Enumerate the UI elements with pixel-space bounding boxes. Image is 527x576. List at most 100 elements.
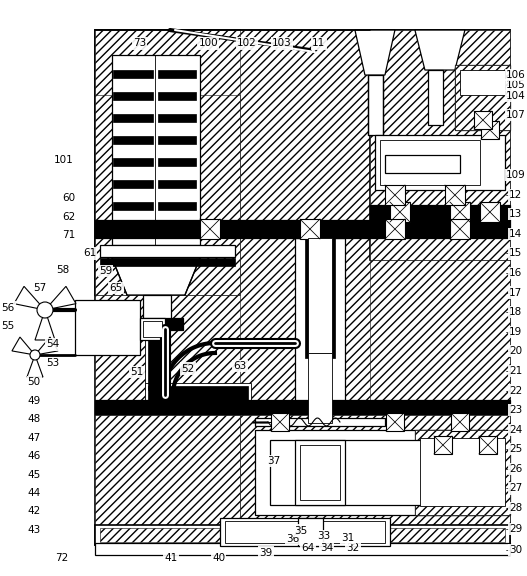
Bar xyxy=(455,65,510,130)
Bar xyxy=(95,30,510,545)
Text: 53: 53 xyxy=(46,358,60,368)
Text: 28: 28 xyxy=(509,503,523,513)
Text: 35: 35 xyxy=(294,526,307,536)
Bar xyxy=(113,224,153,232)
Bar xyxy=(148,386,248,404)
Bar xyxy=(140,318,165,340)
Bar xyxy=(128,318,183,330)
Bar xyxy=(95,220,510,238)
Text: 55: 55 xyxy=(1,321,15,331)
Bar xyxy=(100,258,235,266)
Text: 58: 58 xyxy=(56,264,70,275)
Polygon shape xyxy=(112,258,200,295)
Text: 17: 17 xyxy=(509,287,523,298)
Bar xyxy=(95,415,240,525)
Bar xyxy=(415,430,510,515)
Text: 21: 21 xyxy=(509,366,523,376)
Bar xyxy=(158,180,196,188)
Bar xyxy=(428,70,443,125)
Text: 44: 44 xyxy=(27,488,41,498)
Text: 34: 34 xyxy=(320,543,333,553)
Bar xyxy=(385,155,460,173)
Bar xyxy=(95,30,240,295)
Text: 39: 39 xyxy=(259,548,272,558)
Bar xyxy=(240,415,510,525)
Text: 18: 18 xyxy=(509,307,523,317)
Bar xyxy=(451,413,469,431)
Bar xyxy=(158,136,196,144)
Bar xyxy=(300,445,340,500)
Text: 46: 46 xyxy=(27,451,41,461)
Text: 61: 61 xyxy=(83,248,96,259)
Text: 13: 13 xyxy=(509,209,523,219)
Bar xyxy=(113,158,153,166)
Text: 29: 29 xyxy=(509,524,523,534)
Text: 19: 19 xyxy=(509,327,523,337)
Text: 52: 52 xyxy=(181,363,195,374)
Bar xyxy=(220,518,390,546)
Bar xyxy=(445,185,465,205)
Text: 56: 56 xyxy=(1,302,15,313)
Bar xyxy=(113,180,153,188)
Circle shape xyxy=(30,350,40,360)
Bar xyxy=(200,219,220,239)
Bar xyxy=(298,518,323,546)
Bar xyxy=(455,65,510,130)
Text: 100: 100 xyxy=(198,39,218,48)
Text: 101: 101 xyxy=(53,155,73,165)
Bar xyxy=(95,30,510,545)
Text: 51: 51 xyxy=(130,367,144,377)
Text: 73: 73 xyxy=(133,39,147,48)
Bar xyxy=(385,185,405,205)
Bar xyxy=(370,205,510,220)
Bar xyxy=(481,121,499,139)
Polygon shape xyxy=(35,337,58,355)
Bar xyxy=(420,438,505,506)
Bar xyxy=(380,140,480,185)
Bar xyxy=(158,202,196,210)
Bar xyxy=(240,30,370,425)
Text: 40: 40 xyxy=(212,554,225,563)
Bar xyxy=(100,528,505,542)
Bar xyxy=(95,220,510,238)
Polygon shape xyxy=(355,30,395,75)
Bar xyxy=(113,136,153,144)
Text: 42: 42 xyxy=(27,506,41,517)
Bar xyxy=(113,92,153,100)
Text: 57: 57 xyxy=(33,283,46,293)
Bar xyxy=(308,238,332,353)
Bar xyxy=(113,70,153,78)
Text: 15: 15 xyxy=(509,248,523,259)
Text: 11: 11 xyxy=(312,39,325,48)
Bar xyxy=(255,430,485,515)
Bar xyxy=(460,70,505,95)
Bar xyxy=(474,111,492,129)
Bar xyxy=(271,413,289,431)
Text: 106: 106 xyxy=(506,70,526,80)
Bar xyxy=(305,238,335,358)
Polygon shape xyxy=(14,286,45,310)
Text: 12: 12 xyxy=(509,190,523,200)
Bar xyxy=(240,415,510,525)
Text: 49: 49 xyxy=(27,396,41,406)
Text: 23: 23 xyxy=(509,405,523,415)
Bar xyxy=(295,440,345,505)
Text: 104: 104 xyxy=(506,90,526,101)
Bar xyxy=(370,30,510,260)
Bar xyxy=(158,158,196,166)
Text: 72: 72 xyxy=(55,554,69,563)
Bar xyxy=(113,202,153,210)
Text: 107: 107 xyxy=(506,110,526,120)
Bar xyxy=(95,30,250,95)
Bar xyxy=(308,353,332,423)
Bar xyxy=(112,55,200,245)
Bar xyxy=(270,440,445,505)
Text: 102: 102 xyxy=(237,39,257,48)
Text: 27: 27 xyxy=(509,483,523,494)
Bar xyxy=(295,238,345,423)
Bar xyxy=(148,330,166,390)
Bar xyxy=(158,224,196,232)
Text: 32: 32 xyxy=(346,543,359,553)
Bar xyxy=(370,205,510,220)
Text: 30: 30 xyxy=(510,545,522,555)
